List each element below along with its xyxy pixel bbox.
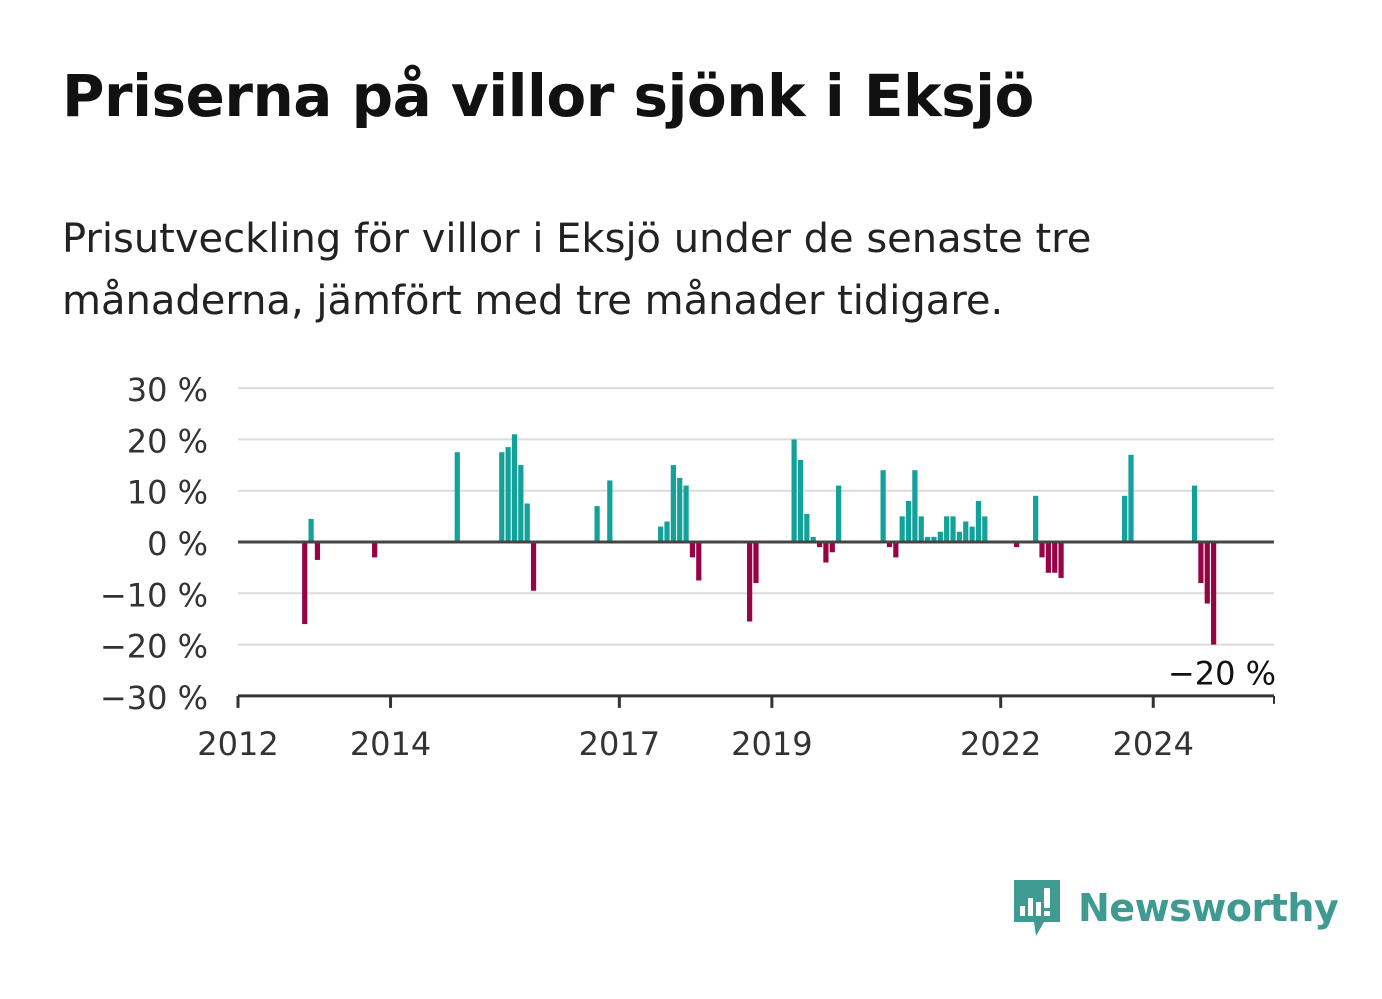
bar xyxy=(950,516,956,542)
bar xyxy=(670,465,676,542)
tick-labels: 30 % 20 % 10 % 0 % −10 % −20 % −30 % 2012 2014 20… xyxy=(100,371,1276,763)
bar xyxy=(524,503,530,542)
bar xyxy=(836,485,842,542)
y-tick-label: −30 % xyxy=(100,679,208,717)
bar-chart: 30 % 20 % 10 % 0 % −10 % −20 % −30 % 2012 2014 20… xyxy=(100,371,1276,763)
bar xyxy=(925,536,931,542)
bar xyxy=(499,452,505,542)
bar xyxy=(1191,485,1198,542)
y-tick-label: 10 % xyxy=(127,474,208,512)
bar xyxy=(880,470,886,542)
grid-lines xyxy=(238,387,1274,646)
y-tick-label: 0 % xyxy=(147,525,208,563)
bar xyxy=(797,459,804,542)
bar xyxy=(308,518,314,542)
x-tick-label: 2017 xyxy=(579,725,660,763)
bar xyxy=(1045,542,1051,573)
bar xyxy=(511,434,518,542)
newsworthy-logo-icon xyxy=(1014,880,1060,936)
bar xyxy=(912,470,918,542)
bar xyxy=(530,542,537,591)
bar xyxy=(677,477,683,542)
bar xyxy=(1033,495,1039,542)
bar xyxy=(607,480,613,542)
bar xyxy=(1039,542,1045,558)
brand-name: Newsworthy xyxy=(1078,886,1339,930)
bar xyxy=(664,521,670,542)
annotation-label: −20 % xyxy=(1168,655,1276,693)
bars xyxy=(302,434,1217,645)
bar xyxy=(658,526,664,542)
y-tick-label: −20 % xyxy=(100,628,208,666)
bar xyxy=(594,506,600,542)
bar xyxy=(1128,454,1134,542)
bar xyxy=(791,439,797,542)
y-tick-label: 20 % xyxy=(127,422,208,460)
bar xyxy=(1204,542,1210,604)
bar xyxy=(956,531,962,542)
bar xyxy=(683,485,689,542)
x-tick-label: 2012 xyxy=(197,725,278,763)
bar xyxy=(302,542,308,625)
bar xyxy=(1122,495,1128,542)
x-tick-label: 2019 xyxy=(731,725,812,763)
bar xyxy=(905,500,912,542)
bar xyxy=(829,542,835,553)
bar xyxy=(893,542,899,558)
newsworthy-logo: Newsworthy xyxy=(1010,878,1339,938)
bar xyxy=(944,516,950,542)
bar xyxy=(696,542,702,581)
bar xyxy=(804,513,810,542)
x-tick-label: 2014 xyxy=(350,725,431,763)
bar xyxy=(1198,542,1204,584)
bar xyxy=(518,465,524,542)
bar xyxy=(899,516,905,542)
bar xyxy=(969,526,975,542)
bar xyxy=(314,542,321,560)
bar xyxy=(747,542,753,622)
y-tick-label: 30 % xyxy=(127,371,208,409)
bar xyxy=(823,542,829,563)
bar xyxy=(982,516,988,542)
bar xyxy=(1211,542,1217,645)
bar xyxy=(975,500,982,542)
axes xyxy=(236,540,1275,708)
bar xyxy=(963,521,969,542)
bar xyxy=(1058,542,1064,578)
bar xyxy=(1013,542,1020,548)
bar xyxy=(918,516,924,542)
x-tick-label: 2022 xyxy=(960,725,1041,763)
bar xyxy=(505,447,511,542)
bar xyxy=(753,542,759,584)
bar xyxy=(372,542,378,558)
bar xyxy=(886,542,893,548)
bar xyxy=(689,542,696,558)
bar xyxy=(931,536,937,542)
chart-subtitle: Prisutveckling för villor i Eksjö under … xyxy=(62,216,1092,324)
chart-title: Priserna på villor sjönk i Eksjö xyxy=(62,62,1034,130)
x-tick-label: 2024 xyxy=(1113,725,1194,763)
bar xyxy=(816,542,823,548)
bar xyxy=(937,531,943,542)
bar xyxy=(1052,542,1058,573)
y-tick-label: −10 % xyxy=(100,576,208,614)
bar xyxy=(454,452,460,542)
bar xyxy=(810,536,816,542)
